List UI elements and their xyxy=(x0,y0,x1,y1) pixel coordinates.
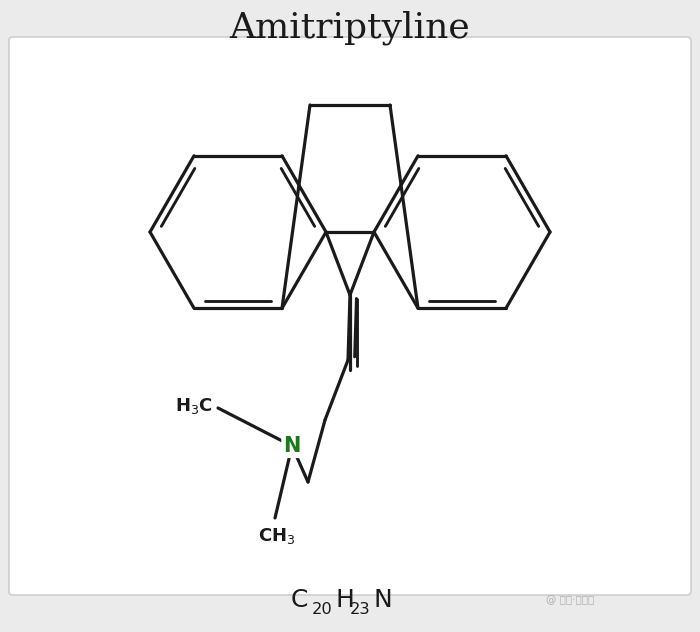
Text: C: C xyxy=(290,588,308,612)
Text: N: N xyxy=(284,436,301,456)
Text: Amitriptyline: Amitriptyline xyxy=(230,11,470,46)
FancyBboxPatch shape xyxy=(9,37,691,595)
Text: N: N xyxy=(374,588,393,612)
Text: 23: 23 xyxy=(350,602,370,617)
Text: 20: 20 xyxy=(312,602,332,617)
Text: CH$_3$: CH$_3$ xyxy=(258,526,295,546)
Text: H: H xyxy=(336,588,355,612)
Text: H$_3$C: H$_3$C xyxy=(175,396,213,416)
Text: @ 摄图·新视界: @ 摄图·新视界 xyxy=(546,595,594,605)
